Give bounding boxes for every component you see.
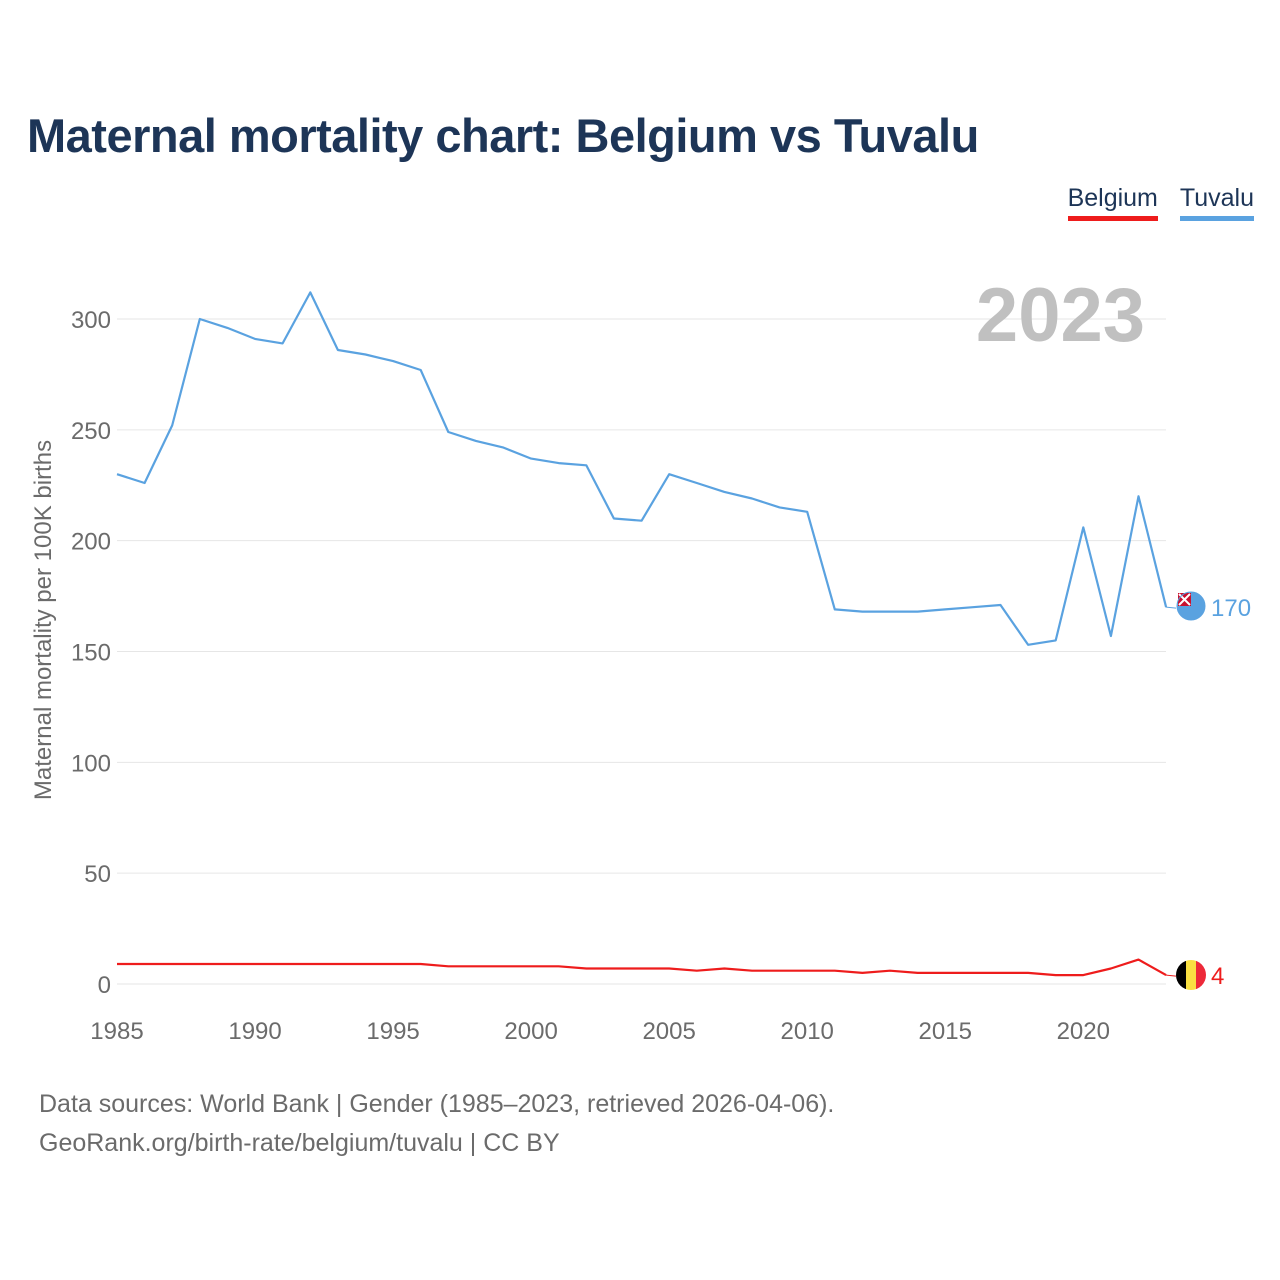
series-line-belgium	[117, 958, 1167, 977]
x-axis-ticks: 1985 1990 1995 2000 2005 2010 2015 2020	[90, 1018, 1110, 1045]
series-line-tuvalu	[116, 291, 1168, 646]
y-tick-label: 100	[71, 750, 111, 777]
y-axis-ticks: 0 50 100 150 200 250 300	[71, 307, 111, 999]
end-markers	[1176, 591, 1206, 990]
belgium-flag-icon	[1176, 960, 1206, 990]
legend-item-tuvalu[interactable]: Tuvalu	[1179, 184, 1254, 221]
x-tick-label: 2020	[1057, 1018, 1110, 1045]
y-axis-label: Maternal mortality per 100K births	[30, 440, 57, 800]
y-tick-label: 50	[84, 861, 111, 888]
chart-title: Maternal mortality chart: Belgium vs Tuv…	[27, 109, 979, 162]
y-tick-label: 0	[98, 972, 111, 999]
x-tick-label: 2000	[504, 1018, 557, 1045]
end-value-label-tuvalu: 170	[1211, 595, 1251, 622]
x-tick-label: 2005	[642, 1018, 695, 1045]
series-connector-belgium	[1166, 974, 1177, 977]
y-tick-label: 150	[71, 640, 111, 667]
x-tick-label: 2015	[919, 1018, 972, 1045]
x-tick-label: 1995	[366, 1018, 419, 1045]
legend: Belgium Tuvalu	[1067, 184, 1254, 221]
end-value-label-belgium: 4	[1211, 963, 1224, 990]
data-source-text: Data sources: World Bank | Gender (1985–…	[39, 1090, 835, 1118]
grid-lines	[117, 318, 1166, 985]
year-watermark: 2023	[976, 273, 1145, 358]
y-tick-label: 300	[71, 307, 111, 334]
series-connector-tuvalu	[1166, 606, 1177, 609]
x-tick-label: 2010	[781, 1018, 834, 1045]
footer: Data sources: World Bank | Gender (1985–…	[39, 1085, 834, 1163]
y-tick-label: 200	[71, 529, 111, 556]
x-tick-label: 1985	[90, 1018, 143, 1045]
legend-item-belgium[interactable]: Belgium	[1067, 184, 1158, 221]
y-tick-label: 250	[71, 418, 111, 445]
attribution-link[interactable]: GeoRank.org/birth-rate/belgium/tuvalu | …	[39, 1129, 560, 1157]
line-chart: 2023 Maternal mortality per 100K births …	[30, 273, 1251, 1045]
x-tick-label: 1990	[228, 1018, 281, 1045]
tuvalu-flag-icon	[1176, 591, 1206, 621]
